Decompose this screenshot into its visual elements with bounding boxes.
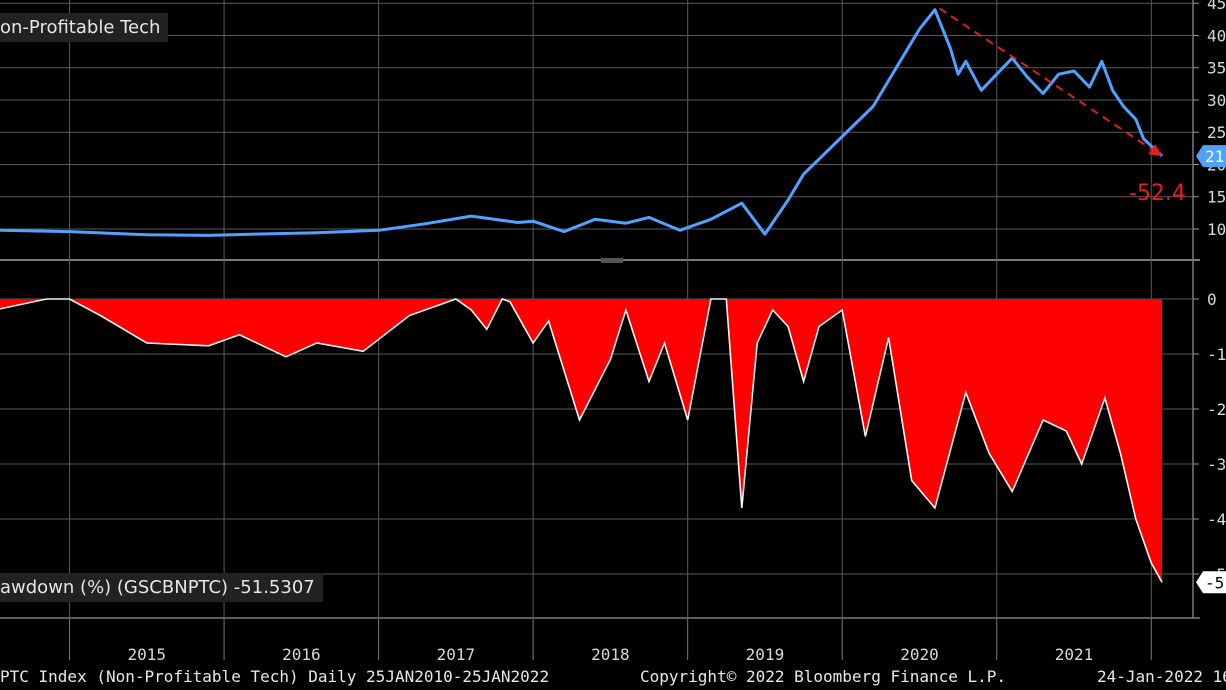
trend-arrow-head xyxy=(1148,144,1163,157)
panel-splitter-handle xyxy=(601,258,623,263)
price-tick-label: 15 xyxy=(1207,188,1226,207)
year-tick-label: 2017 xyxy=(437,645,476,664)
legend-drawdown-series: awdown (%) (GSCBNPTC) -51.5307 xyxy=(0,573,323,602)
price-tick-label: 30 xyxy=(1207,91,1226,110)
year-tick-label: 2019 xyxy=(746,645,785,664)
trend-annotation: -52.4 xyxy=(939,7,1186,206)
drawdown-last-value-badge xyxy=(1196,571,1226,594)
drawdown-plot: -5 xyxy=(0,298,1226,594)
drawdown-edge-line xyxy=(0,298,1163,583)
drawdown-tick-label: -2 xyxy=(1207,400,1226,419)
drawdown-area xyxy=(0,299,1163,583)
price-axis: 4540353025201510 xyxy=(1193,0,1226,239)
year-tick-label: 2016 xyxy=(282,645,321,664)
trend-change-label: -52.4 xyxy=(1129,181,1186,206)
year-tick-label: 2018 xyxy=(591,645,630,664)
trend-arrow-line xyxy=(939,7,1163,157)
drawdown-tick-label: -4 xyxy=(1207,510,1226,529)
price-tick-label: 35 xyxy=(1207,59,1226,78)
legend-price-label: on-Profitable Tech xyxy=(0,17,161,38)
price-tick-label: 10 xyxy=(1207,220,1226,239)
legend-drawdown-label: awdown (%) (GSCBNPTC) -51.5307 xyxy=(0,577,315,598)
year-tick-label: 2020 xyxy=(900,645,939,664)
year-tick-label: 2015 xyxy=(128,645,167,664)
year-axis: 2015 2016 2017 2018 2019 2020 2021 xyxy=(69,618,1152,664)
price-last-value-badge xyxy=(1196,145,1226,168)
price-plot: 21 xyxy=(0,8,1226,237)
footer-middle: Copyright© 2022 Bloomberg Finance L.P. xyxy=(640,667,1007,686)
price-last-value-text: 21 xyxy=(1205,147,1224,166)
drawdown-tick-label: -3 xyxy=(1207,455,1226,474)
price-tick-label: 45 xyxy=(1207,0,1226,13)
price-tick-label: 25 xyxy=(1207,123,1226,142)
footer-right: 24-Jan-2022 16 xyxy=(1097,667,1226,686)
legend-price-series: on-Profitable Tech xyxy=(0,13,169,42)
drawdown-last-value-text: -5 xyxy=(1205,573,1224,592)
price-series-line xyxy=(0,8,1164,237)
footer-left: PTC Index (Non-Profitable Tech) Daily 25… xyxy=(0,667,550,686)
drawdown-tick-label: 0 xyxy=(1207,290,1217,309)
drawdown-tick-label: -1 xyxy=(1207,345,1226,364)
price-tick-label: 40 xyxy=(1207,26,1226,45)
year-tick-label: 2021 xyxy=(1055,645,1094,664)
